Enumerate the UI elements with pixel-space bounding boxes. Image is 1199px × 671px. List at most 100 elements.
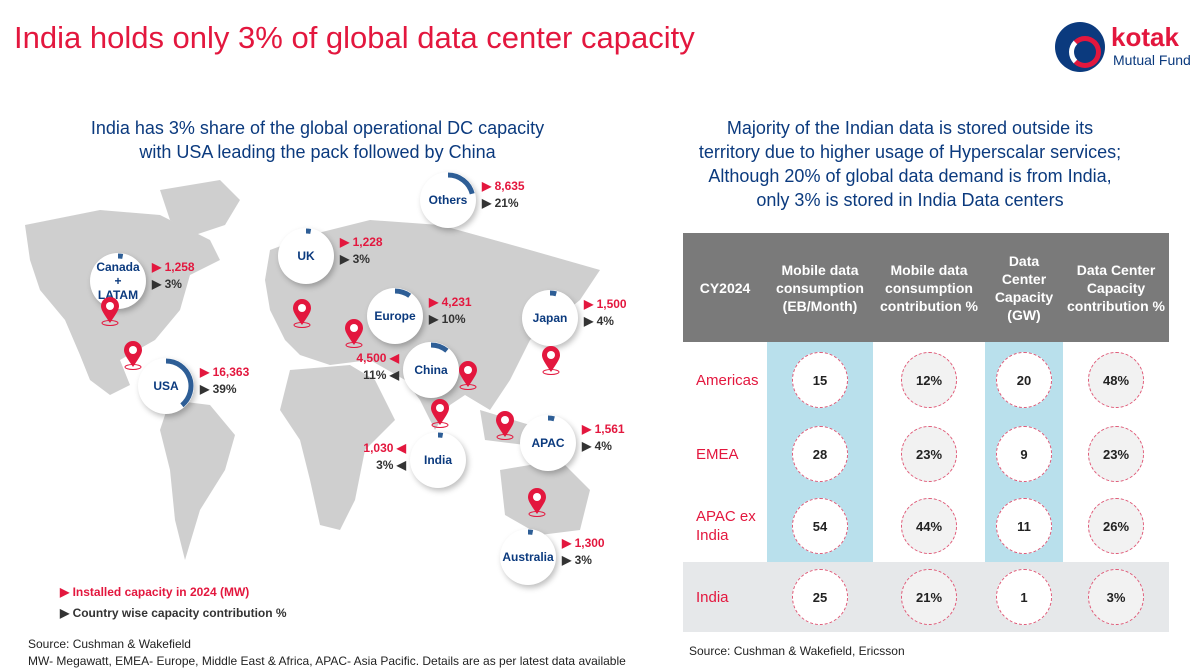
table-cell: 20 [985,342,1063,418]
value-circle: 3% [1088,569,1144,625]
region-bubble: Australia [500,529,556,585]
table-cell: 25 [767,562,873,632]
legend-contribution: ▶ Country wise capacity contribution % [60,606,287,620]
region-values: ▶ 4,231 ▶ 10% [429,294,472,328]
header-cell: Mobile data consumption (EB/Month) [776,261,864,314]
region-values: ▶ 1,228 ▶ 3% [340,234,383,268]
region-pct: 11% [363,368,387,382]
region-bubble: Europe [367,288,423,344]
right-subtitle: Majority of the Indian data is stored ou… [660,116,1160,212]
region-pct: 3% [352,252,370,266]
header-cell: Data Center Capacity contribution % [1067,261,1165,314]
row-label: APAC ex India [696,508,756,544]
region-pct: 3% [574,553,592,567]
note-left: MW- Megawatt, EMEA- Europe, Middle East … [28,654,626,668]
red-triangle-icon: ▶ [582,422,595,436]
share-arc [437,432,444,438]
region-pct: 3% [376,458,394,472]
value-circle: 48% [1088,352,1144,408]
region-bubble: India [410,432,466,488]
region-bubble: Japan [522,290,578,346]
region-values: ▶ 1,500 ▶ 4% [584,296,627,330]
location-pin-icon [123,340,143,370]
header-cell: Mobile data consumption contribution % [880,261,978,314]
source-right: Source: Cushman & Wakefield, Ericsson [689,644,905,658]
table-row: India 25 21% 1 3% [683,562,1169,632]
share-arc [117,253,124,259]
table-cell: 54 [767,490,873,562]
left-subtitle-line: India has 3% share of the global operati… [90,118,545,138]
left-subtitle: India has 3% share of the global operati… [40,116,595,164]
share-arc [430,342,449,353]
data-table: CY2024 Mobile data consumption (EB/Month… [683,233,1169,632]
red-triangle-icon: ◀ [386,351,399,365]
region-pct: 10% [441,312,466,326]
region-values: 4,500 ◀ 11% ◀ [356,350,399,384]
value-circle: 23% [901,426,957,482]
location-pin-icon [100,296,120,326]
region-mw: 1,300 [574,536,605,550]
region-mw: 4,231 [441,295,472,309]
region-mw: 8,635 [494,179,525,193]
red-triangle-icon: ▶ [482,179,495,193]
table-header: CY2024 Mobile data consumption (EB/Month… [683,233,1169,342]
region-pct: 3% [164,277,182,291]
left-subtitle-line: with USA leading the pack followed by Ch… [139,142,496,162]
table-row: EMEA 28 23% 9 23% [683,418,1169,490]
red-triangle-icon: ▶ [562,536,575,550]
region-values: ▶ 1,561 ▶ 4% [582,421,625,455]
table-cell: 1 [985,562,1063,632]
right-subtitle-line: Majority of the Indian data is stored ou… [726,118,1094,138]
location-pin-icon [458,360,478,390]
value-circle: 11 [996,498,1052,554]
black-triangle-icon: ▶ [60,606,73,620]
location-pin-icon [495,410,515,440]
share-arc [447,172,475,195]
value-circle: 9 [996,426,1052,482]
region-mw: 1,258 [164,260,195,274]
location-pin-icon [344,318,364,348]
value-circle: 26% [1088,498,1144,554]
location-pin-icon [541,345,561,375]
kotak-logo: kotak Mutual Fund [1055,22,1199,74]
value-circle: 25 [792,569,848,625]
region-name: Europe [374,309,416,323]
region-mw: 1,030 [363,441,394,455]
region-bubble: UK [278,228,334,284]
red-triangle-icon: ▶ [152,260,165,274]
region-name: Others [428,193,468,207]
region-name: APAC [531,436,565,450]
region-bubble: Others [420,172,476,228]
region-values: 1,030 ◀ 3% ◀ [363,440,406,474]
black-triangle-icon: ▶ [200,382,213,396]
row-label: India [696,588,729,606]
region-name: Japan [532,311,568,325]
region-mw: 1,500 [596,297,627,311]
region-values: ▶ 8,635 ▶ 21% [482,178,525,212]
region-mw: 1,561 [594,422,625,436]
table-cell: 28 [767,418,873,490]
region-values: ▶ 16,363 ▶ 39% [200,364,249,398]
red-triangle-icon: ▶ [60,585,73,599]
region-mw: 1,228 [352,235,383,249]
black-triangle-icon: ▶ [584,314,597,328]
black-triangle-icon: ◀ [393,458,406,472]
share-arc [394,288,412,298]
right-subtitle-line: Although 20% of global data demand is fr… [708,166,1112,186]
table-cell: 9 [985,418,1063,490]
table-cell: 44% [873,490,985,562]
location-pin-icon [430,398,450,428]
table-cell: 21% [873,562,985,632]
black-triangle-icon: ▶ [582,439,595,453]
legend-contribution-label: Country wise capacity contribution % [72,606,287,620]
row-label: Americas [696,371,759,389]
black-triangle-icon: ▶ [152,277,165,291]
value-circle: 15 [792,352,848,408]
share-arc [165,358,194,408]
table-cell: 23% [873,418,985,490]
region-mw: 4,500 [356,351,387,365]
table-cell: 3% [1063,562,1169,632]
region-values: ▶ 1,300 ▶ 3% [562,535,605,569]
table-cell: 23% [1063,418,1169,490]
black-triangle-icon: ▶ [482,196,495,210]
